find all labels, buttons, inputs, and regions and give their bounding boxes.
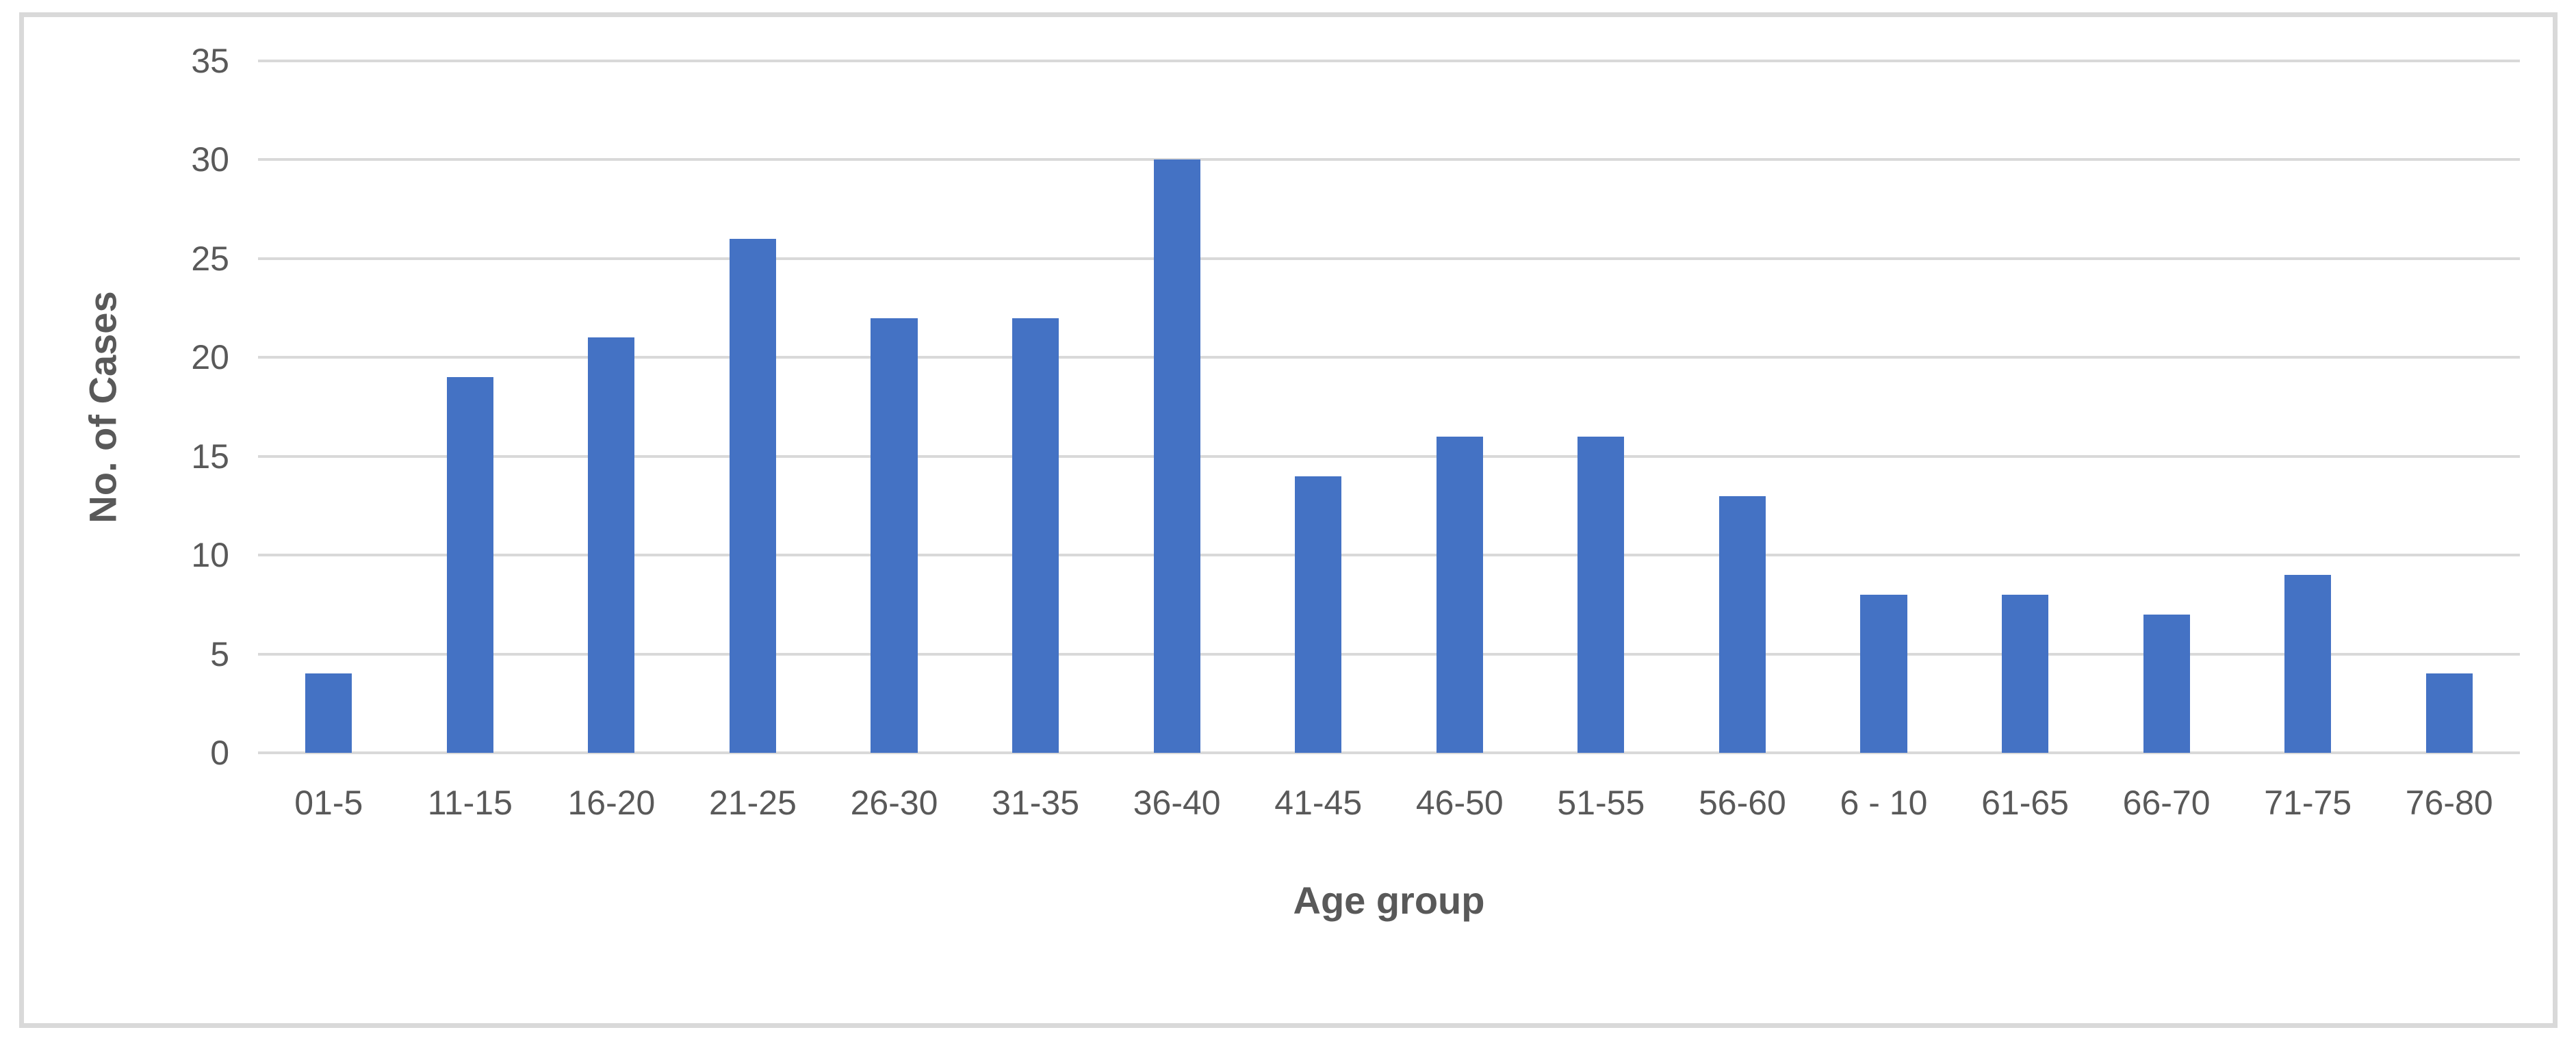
- bar-slot: [823, 61, 965, 753]
- bar: [1295, 476, 1342, 753]
- y-tick-label: 35: [191, 42, 229, 80]
- gridline: [258, 60, 2520, 62]
- bars-container: [258, 61, 2520, 753]
- y-tick-label: 30: [191, 140, 229, 179]
- bar: [1718, 495, 1766, 753]
- y-tick-label: 15: [191, 437, 229, 476]
- x-tick-label: 16-20: [567, 784, 656, 822]
- bar-slot: [541, 61, 682, 753]
- x-tick-label: 41-45: [1274, 784, 1363, 822]
- bar-slot: [2237, 61, 2379, 753]
- bar-slot: [2096, 61, 2237, 753]
- y-tick-label: 10: [191, 536, 229, 575]
- bar: [729, 238, 777, 753]
- bar-slot: [1530, 61, 1672, 753]
- bar-slot: [1813, 61, 1955, 753]
- bar: [305, 673, 352, 753]
- y-tick-label: 5: [210, 634, 229, 673]
- x-axis-line: [258, 751, 2520, 754]
- chart-frame: No. of Cases 0 5 10 15 20 25 30 35 01-5 11-15 16-…: [19, 12, 2558, 1028]
- bar-slot: [682, 61, 824, 753]
- bar: [2284, 575, 2332, 753]
- y-tick-label: 25: [191, 239, 229, 278]
- gridline: [258, 554, 2520, 557]
- bar: [1153, 159, 1200, 753]
- bar: [2001, 594, 2049, 753]
- bar: [1577, 436, 1625, 753]
- x-tick-label: 76-80: [2405, 784, 2493, 822]
- gridline: [258, 454, 2520, 458]
- bar: [2143, 614, 2190, 753]
- gridline: [258, 158, 2520, 162]
- bar-slot: [1106, 61, 1248, 753]
- bar-slot: [1955, 61, 2096, 753]
- x-tick-label: 61-65: [1981, 784, 2069, 822]
- bar: [871, 318, 918, 753]
- x-tick-label: 71-75: [2264, 784, 2352, 822]
- x-axis-tick-labels: 01-5 11-15 16-20 21-25 26-30 31-35 36-40 41-45 4…: [258, 786, 2520, 820]
- x-tick-label: 36-40: [1133, 784, 1221, 822]
- x-tick-label: 46-50: [1415, 784, 1504, 822]
- bar-slot: [258, 61, 400, 753]
- bar: [2425, 673, 2473, 753]
- bar-slot: [1248, 61, 1389, 753]
- x-tick-label: 11-15: [427, 784, 513, 822]
- x-tick-label: 31-35: [992, 784, 1080, 822]
- bar: [446, 377, 493, 753]
- x-tick-label: 6 - 10: [1840, 784, 1928, 822]
- y-tick-label: 20: [191, 338, 229, 377]
- x-tick-label: 21-25: [709, 784, 797, 822]
- bar: [1012, 318, 1059, 753]
- bar-slot: [1389, 61, 1531, 753]
- bar-slot: [400, 61, 541, 753]
- x-tick-label: 26-30: [850, 784, 938, 822]
- x-tick-label: 51-55: [1557, 784, 1645, 822]
- gridline: [258, 652, 2520, 656]
- plot-area: [258, 60, 2520, 754]
- gridline: [258, 257, 2520, 260]
- x-axis-title: Age group: [1293, 879, 1485, 922]
- y-tick-label: 0: [210, 734, 229, 772]
- bar-slot: [2378, 61, 2520, 753]
- bar: [588, 337, 635, 753]
- bar-slot: [965, 61, 1107, 753]
- bar: [1436, 436, 1483, 753]
- gridline: [258, 356, 2520, 359]
- x-tick-label: 66-70: [2122, 784, 2211, 822]
- y-axis-tick-labels: 0 5 10 15 20 25 30 35: [24, 44, 229, 770]
- bar-slot: [1672, 61, 1814, 753]
- x-tick-label: 56-60: [1698, 784, 1786, 822]
- x-tick-label: 01-5: [294, 784, 363, 822]
- bar: [1860, 594, 1907, 753]
